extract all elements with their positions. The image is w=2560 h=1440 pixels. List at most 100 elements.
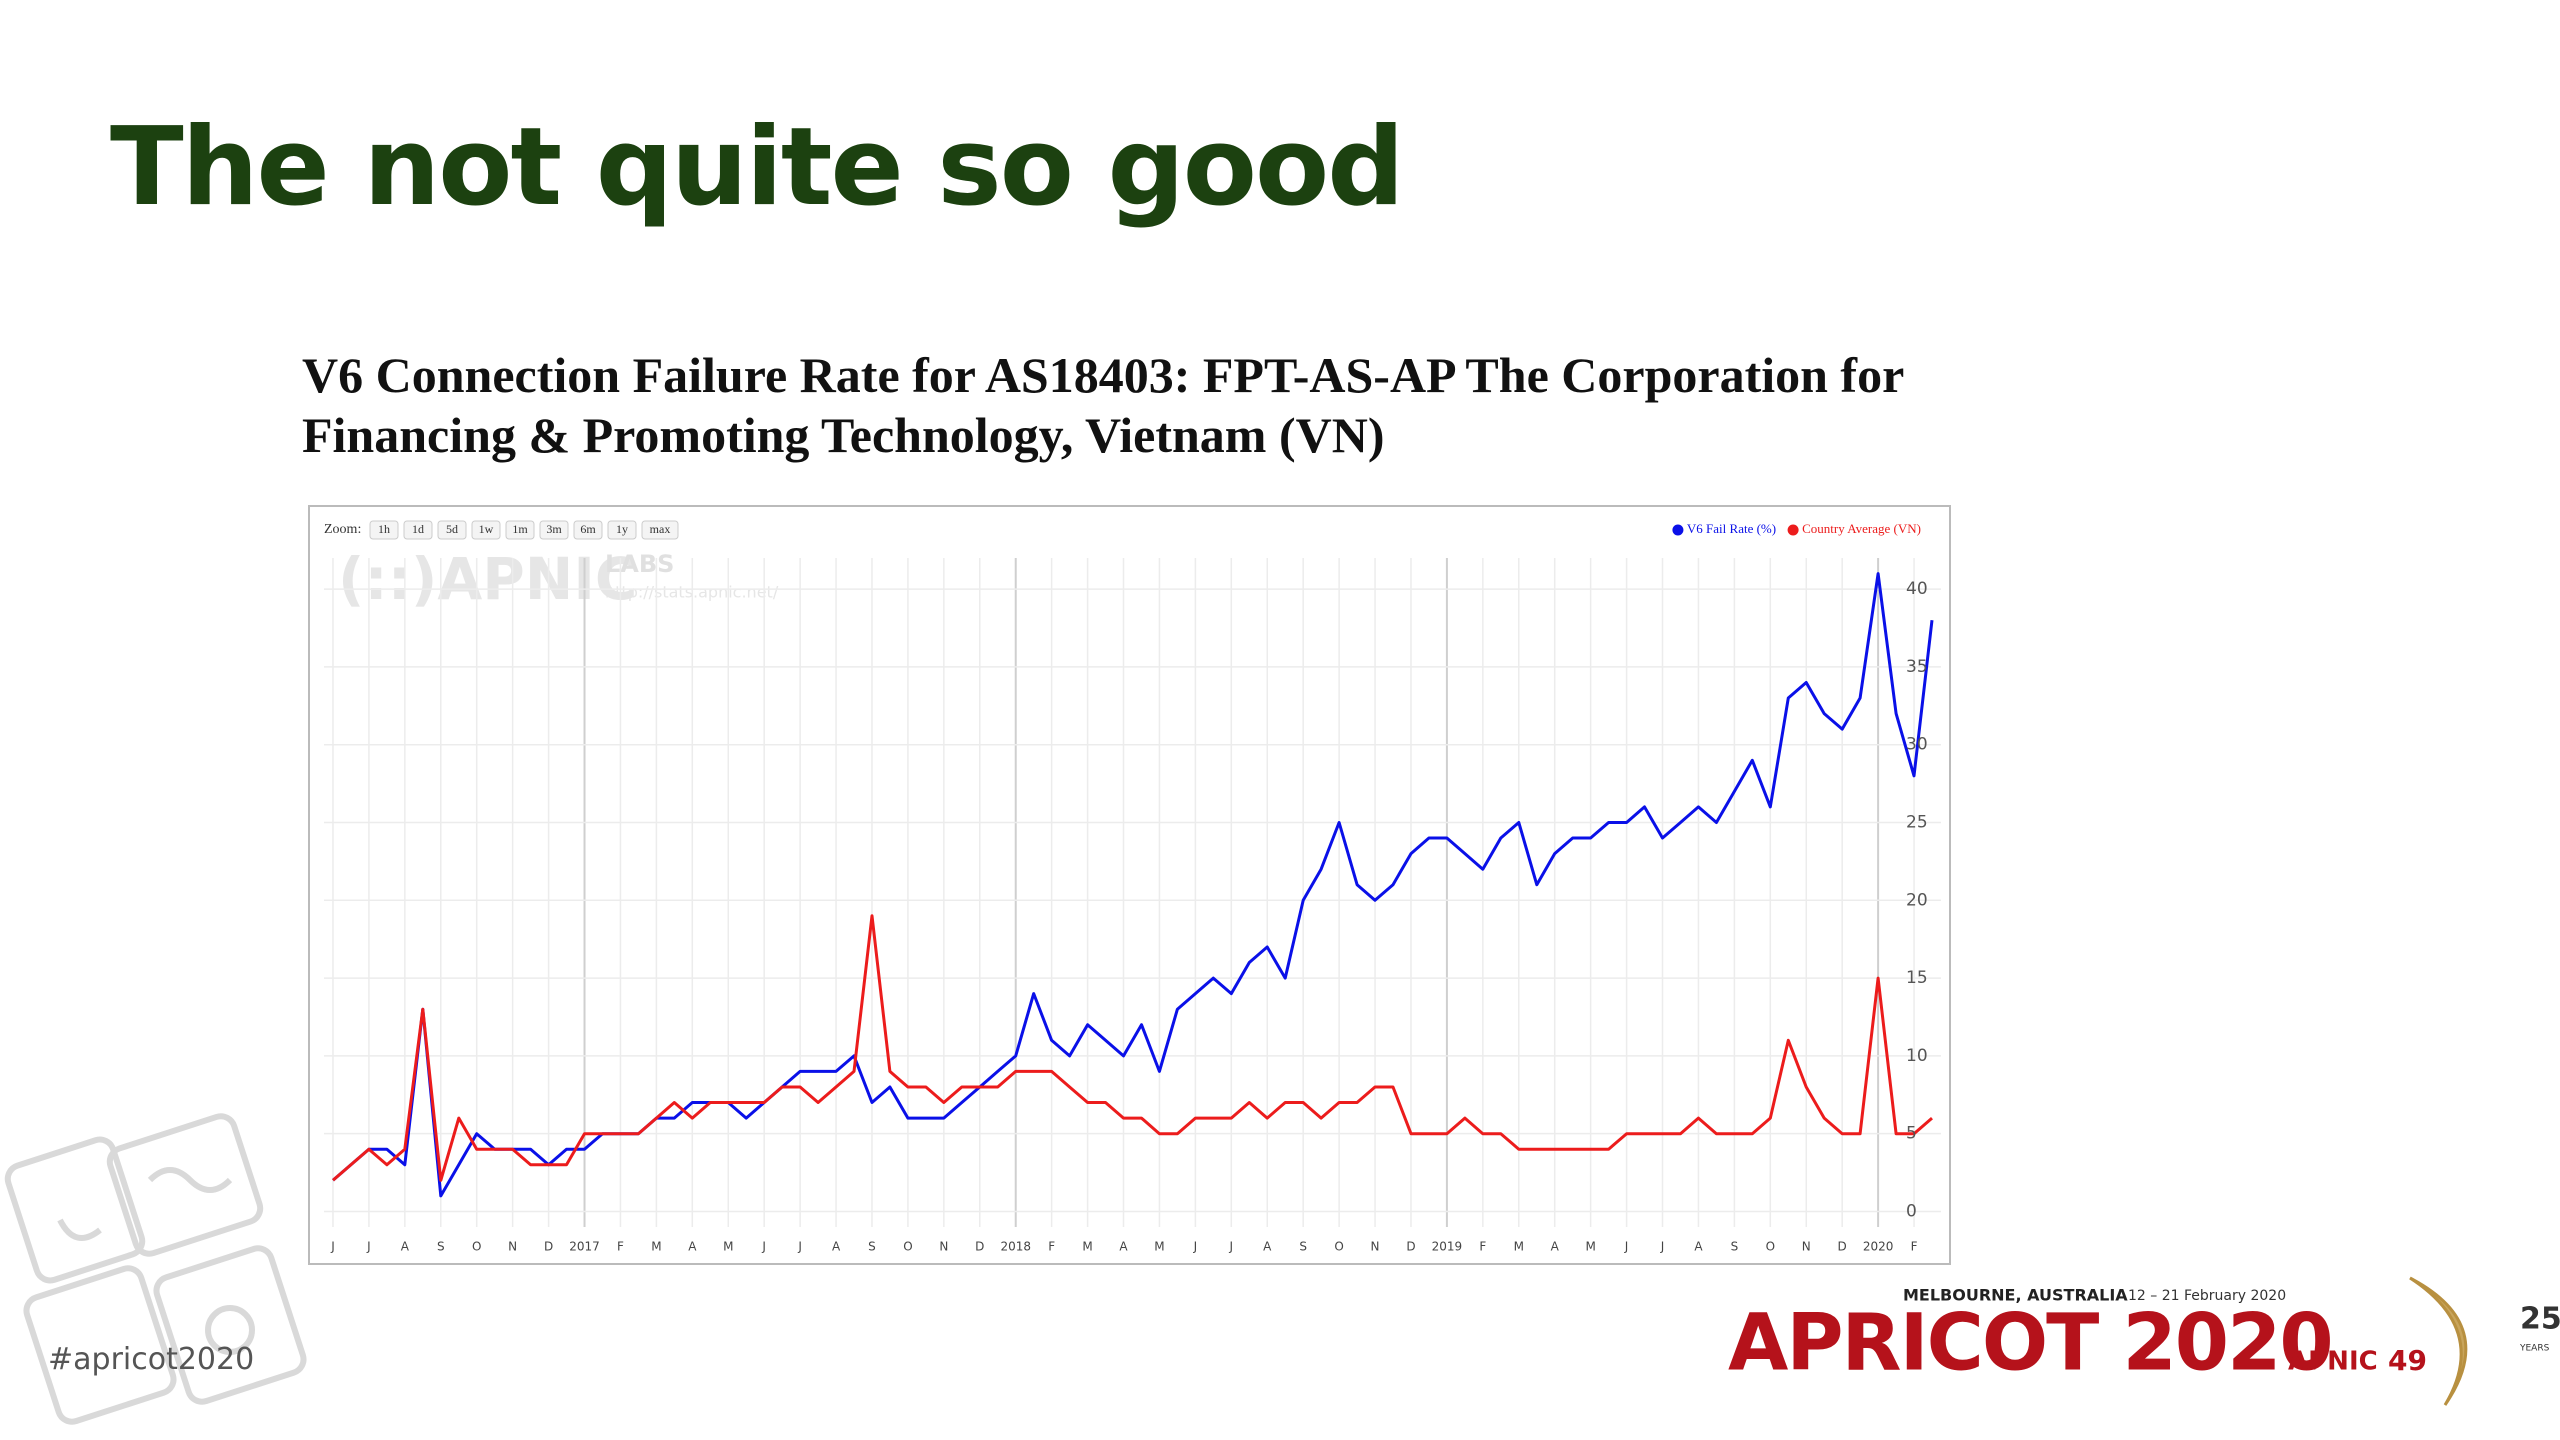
zoom-button-box[interactable]: [607, 520, 637, 540]
x-tick-label: J: [366, 1240, 371, 1254]
x-tick-label: F: [1048, 1240, 1055, 1254]
y-tick-label: 30: [1906, 735, 1928, 755]
x-tick-label: M: [1082, 1240, 1092, 1254]
event-org: APNIC: [2288, 1347, 2378, 1377]
x-tick-label: S: [1299, 1240, 1307, 1254]
legend-label[interactable]: Country Average (VN): [1802, 521, 1921, 536]
zoom-button-label[interactable]: max: [650, 522, 671, 536]
x-tick-label: J: [1229, 1240, 1234, 1254]
decorative-pattern: [4, 1113, 307, 1425]
y-tick-label: 0: [1906, 1201, 1917, 1221]
anniversary-number: 25: [2520, 1302, 2560, 1337]
zoom-button-label[interactable]: 1h: [378, 522, 390, 536]
x-tick-label: D: [544, 1240, 553, 1254]
event-logo: MELBOURNE, AUSTRALIA 12 – 21 February 20…: [1728, 1276, 2560, 1406]
x-tick-label: J: [1624, 1240, 1629, 1254]
x-tick-label: M: [1514, 1240, 1524, 1254]
zoom-button[interactable]: 1d: [403, 520, 433, 540]
x-tick-label: N: [1371, 1240, 1380, 1254]
x-tick-label: N: [939, 1240, 948, 1254]
x-tick-label: D: [1406, 1240, 1415, 1254]
x-tick-label: N: [1802, 1240, 1811, 1254]
y-tick-label: 40: [1906, 579, 1928, 599]
x-tick-label: A: [832, 1240, 841, 1254]
y-tick-label: 25: [1906, 812, 1928, 832]
x-tick-label: J: [1660, 1240, 1665, 1254]
x-tick-label: M: [1585, 1240, 1595, 1254]
zoom-button-label[interactable]: 1m: [512, 522, 528, 536]
x-tick-label: O: [1766, 1240, 1775, 1254]
legend-item[interactable]: Country Average (VN): [1787, 521, 1921, 536]
zoom-button-box[interactable]: [539, 520, 569, 540]
x-tick-label: J: [330, 1240, 335, 1254]
x-tick-label: A: [1551, 1240, 1560, 1254]
x-tick-label: A: [401, 1240, 410, 1254]
logo-swoosh: [2409, 1276, 2468, 1406]
x-tick-label: S: [868, 1240, 876, 1254]
legend-label[interactable]: V6 Fail Rate (%): [1687, 521, 1776, 536]
x-tick-label: 2017: [569, 1240, 600, 1254]
x-tick-label: J: [761, 1240, 766, 1254]
x-tick-label: D: [1838, 1240, 1847, 1254]
zoom-button[interactable]: 3m: [539, 520, 569, 540]
legend-item[interactable]: V6 Fail Rate (%): [1672, 521, 1776, 536]
zoom-button-label[interactable]: 1y: [616, 522, 628, 536]
x-tick-label: D: [975, 1240, 984, 1254]
zoom-button-label[interactable]: 5d: [446, 522, 458, 536]
x-tick-label: S: [437, 1240, 445, 1254]
zoom-button[interactable]: 1y: [607, 520, 637, 540]
zoom-button-box[interactable]: [573, 520, 603, 540]
zoom-button-box[interactable]: [471, 520, 501, 540]
x-tick-label: J: [1193, 1240, 1198, 1254]
event-name: APRICOT 2020: [1728, 1298, 2332, 1388]
x-tick-label: A: [688, 1240, 697, 1254]
x-tick-label: J: [797, 1240, 802, 1254]
event-number: 49: [2388, 1344, 2427, 1377]
zoom-button[interactable]: 5d: [437, 520, 467, 540]
x-tick-label: 2018: [1000, 1240, 1031, 1254]
zoom-button[interactable]: 1m: [505, 520, 535, 540]
x-tick-label: 2020: [1863, 1240, 1894, 1254]
x-tick-label: M: [1154, 1240, 1164, 1254]
zoom-button-box[interactable]: [369, 520, 399, 540]
x-tick-label: F: [1479, 1240, 1486, 1254]
series-line: [332, 914, 1933, 1182]
zoom-button-label[interactable]: 1w: [479, 522, 494, 536]
zoom-button-box[interactable]: [505, 520, 535, 540]
x-tick-label: O: [472, 1240, 481, 1254]
chart-frame: [308, 505, 1951, 1265]
zoom-button[interactable]: 6m: [573, 520, 603, 540]
y-tick-label: 35: [1906, 657, 1928, 677]
zoom-button-box[interactable]: [403, 520, 433, 540]
hashtag: #apricot2020: [48, 1342, 255, 1377]
zoom-button-label[interactable]: 1d: [412, 522, 424, 536]
zoom-label: Zoom:: [324, 522, 361, 537]
y-tick-label: 10: [1906, 1046, 1928, 1066]
zoom-button-box[interactable]: [641, 520, 679, 540]
zoom-button[interactable]: 1w: [471, 520, 501, 540]
zoom-button[interactable]: max: [641, 520, 679, 540]
x-tick-label: O: [1334, 1240, 1343, 1254]
event-dates: 12 – 21 February 2020: [2128, 1288, 2286, 1304]
zoom-button-box[interactable]: [437, 520, 467, 540]
x-tick-label: O: [903, 1240, 912, 1254]
zoom-button[interactable]: 1h: [369, 520, 399, 540]
x-tick-label: F: [1911, 1240, 1918, 1254]
x-tick-label: F: [617, 1240, 624, 1254]
slide-title: The not quite so good: [110, 105, 1404, 230]
anniversary-label: YEARS: [2519, 1344, 2550, 1354]
x-tick-label: S: [1731, 1240, 1739, 1254]
chart: Zoom: (::)APNIC LABS http://stats.apnic.…: [308, 505, 1951, 1265]
legend-marker[interactable]: [1672, 524, 1684, 536]
series-line: [332, 572, 1934, 1198]
x-tick-label: A: [1119, 1240, 1128, 1254]
x-tick-label: M: [651, 1240, 661, 1254]
zoom-button-label[interactable]: 6m: [580, 522, 596, 536]
y-tick-label: 5: [1906, 1124, 1917, 1144]
legend-marker[interactable]: [1787, 524, 1799, 536]
x-tick-label: N: [508, 1240, 517, 1254]
x-tick-label: 2019: [1432, 1240, 1463, 1254]
zoom-button-label[interactable]: 3m: [546, 522, 562, 536]
x-tick-label: A: [1263, 1240, 1272, 1254]
